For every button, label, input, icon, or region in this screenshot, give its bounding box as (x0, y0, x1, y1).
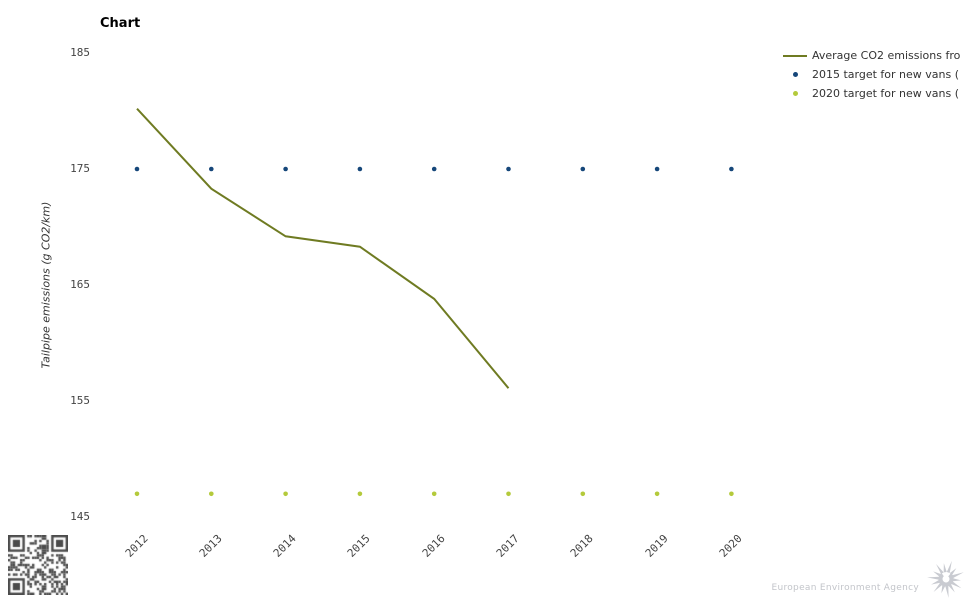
logo-petal (927, 576, 940, 580)
logo-petal (945, 585, 949, 598)
y-tick-label: 185 (70, 46, 90, 59)
series-point (729, 166, 734, 172)
legend-line-swatch-icon (783, 46, 807, 65)
series-point (654, 491, 660, 497)
series-point (654, 166, 660, 172)
legend-item[interactable]: 2015 target for new vans ( (783, 65, 975, 84)
logo-petal (936, 563, 944, 575)
logo-petal (951, 572, 964, 579)
series-point (357, 491, 363, 497)
series-point (283, 491, 288, 497)
series-point (134, 491, 140, 497)
logo-petal (931, 579, 941, 585)
series-point (506, 166, 511, 172)
series-point (506, 491, 511, 497)
legend-dot-icon (783, 65, 807, 84)
chart-title: Chart (100, 16, 141, 31)
legend-item[interactable]: 2020 target for new vans ( (783, 84, 975, 103)
legend: Average CO2 emissions fro 2015 target for… (783, 46, 975, 103)
legend-dot-icon (783, 84, 807, 103)
logo-petal (949, 568, 957, 576)
series-point (431, 491, 437, 497)
series-point (209, 491, 214, 497)
logo-petal (952, 578, 961, 582)
series-line (136, 108, 510, 389)
legend-label: Average CO2 emissions fro (812, 49, 961, 62)
series-point (580, 491, 586, 497)
legend-label: 2020 target for new vans ( (812, 87, 960, 100)
eea-logo-icon (927, 560, 964, 598)
logo-petal (941, 584, 946, 594)
logo-petal (933, 571, 942, 577)
y-tick-label: 175 (70, 162, 90, 175)
legend-item[interactable]: Average CO2 emissions fro (783, 46, 975, 65)
logo-petal (948, 583, 955, 593)
series-point (357, 166, 363, 172)
series-point (134, 166, 140, 172)
series-point (431, 166, 437, 172)
footer-brand: European Environment Agency (771, 558, 967, 600)
logo-petal (933, 582, 943, 593)
agency-label: European Environment Agency (771, 583, 919, 593)
series-point (580, 166, 586, 172)
y-tick-label: 155 (70, 394, 90, 407)
series-point (729, 491, 734, 497)
series-point (283, 166, 288, 172)
y-tick-label: 145 (70, 510, 90, 523)
qr-code (8, 535, 68, 595)
logo-petal (943, 563, 947, 573)
y-tick-label: 165 (70, 278, 90, 291)
legend-label: 2015 target for new vans ( (812, 68, 960, 81)
series-point (209, 166, 214, 172)
logo-petal (950, 581, 962, 589)
logo-petal (946, 560, 952, 574)
